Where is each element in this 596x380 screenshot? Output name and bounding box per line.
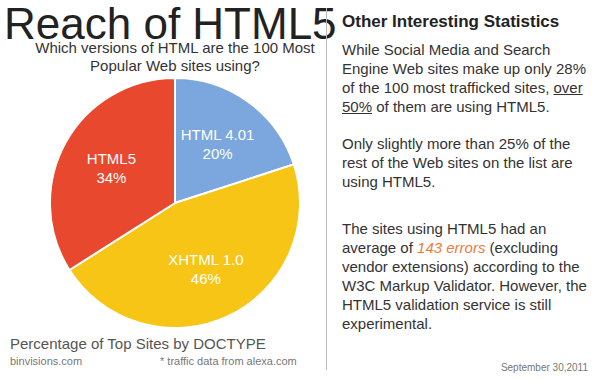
html-text:While Social Media and Search: While Social Media and Search Engine Web…: [342, 41, 586, 115]
svg-text:HTML 4.0120%: HTML 4.0120%: [181, 126, 255, 162]
html-text:The sites using HTML5 had an a: The sites using HTML5 had an average of …: [342, 220, 587, 332]
html-text:Percentage of Top Sites by DOC: Percentage of Top Sites by DOCTYPE: [10, 335, 266, 352]
html-text:* traffic data from alexa.com: * traffic data from alexa.com: [160, 355, 297, 367]
html-text:Other Interesting Statistics: Other Interesting Statistics: [342, 12, 560, 31]
html-text:Only slightly more than 25% of: Only slightly more than 25% of the rest …: [342, 135, 573, 190]
svg-text:HTML534%: HTML534%: [87, 150, 136, 186]
html-text:Which versions of HTML are the: Which versions of HTML are the 100 Most …: [35, 39, 315, 74]
html-text:September 30,2011: September 30,2011: [500, 362, 588, 373]
html-text:binvisions.com: binvisions.com: [10, 355, 83, 367]
svg-text:XHTML 1.046%: XHTML 1.046%: [168, 251, 243, 287]
html-text:Reach of HTML5: Reach of HTML5: [4, 0, 337, 48]
